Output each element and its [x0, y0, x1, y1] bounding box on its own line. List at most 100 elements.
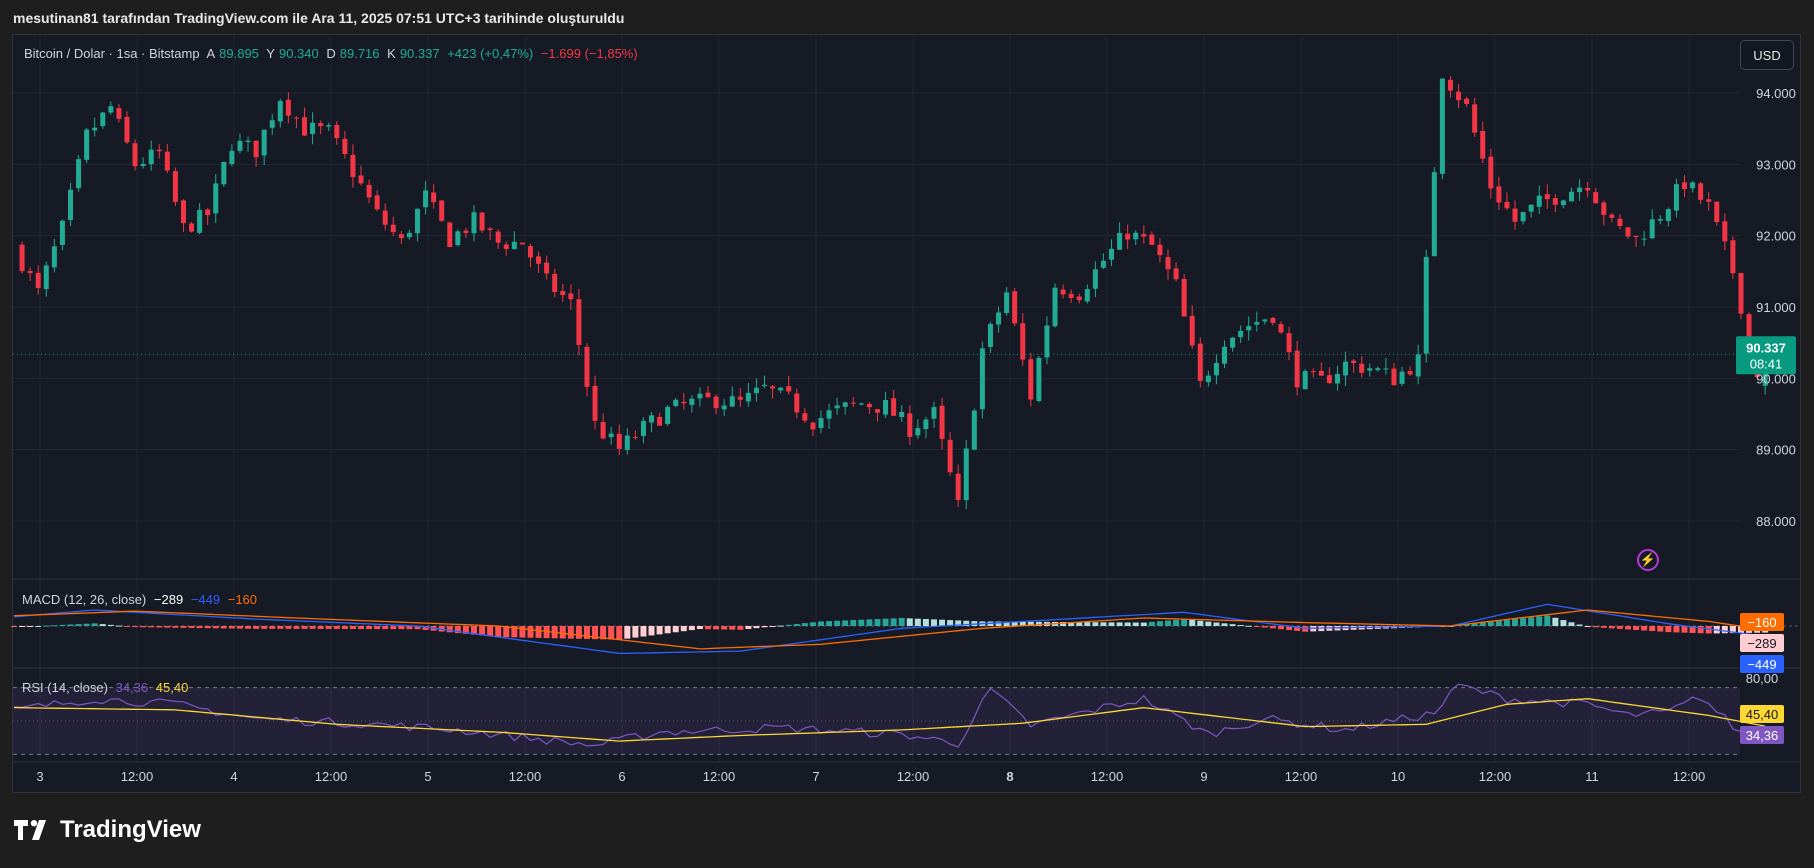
candle-body-26[interactable]	[221, 161, 227, 185]
candle-body-51[interactable]	[423, 190, 429, 208]
candle-body-190[interactable]	[1544, 194, 1550, 200]
macd-label[interactable]: MACD (12, 26, close)	[22, 592, 147, 607]
candle-body-122[interactable]	[996, 312, 1002, 325]
candle-body-130[interactable]	[1060, 289, 1066, 295]
candle-body-192[interactable]	[1560, 200, 1566, 206]
candle-body-134[interactable]	[1092, 269, 1098, 289]
candle-body-10[interactable]	[92, 127, 98, 131]
candle-body-126[interactable]	[1028, 359, 1034, 400]
candle-body-177[interactable]	[1439, 78, 1445, 174]
candle-body-211[interactable]	[1714, 201, 1720, 223]
candle-body-46[interactable]	[382, 210, 388, 225]
rsi-label[interactable]: RSI (14, close)	[22, 680, 108, 695]
candle-body-106[interactable]	[866, 404, 872, 408]
candle-body-110[interactable]	[899, 411, 905, 418]
candle-body-58[interactable]	[479, 212, 485, 231]
candle-body-5[interactable]	[51, 246, 57, 268]
candle-body-120[interactable]	[979, 348, 985, 410]
candle-body-133[interactable]	[1084, 289, 1090, 302]
candle-body-169[interactable]	[1375, 368, 1381, 370]
candle-body-6[interactable]	[59, 220, 65, 245]
candle-body-8[interactable]	[76, 159, 82, 189]
candle-body-18[interactable]	[156, 149, 162, 152]
candle-body-132[interactable]	[1076, 296, 1082, 301]
candle-body-9[interactable]	[84, 129, 90, 160]
candle-body-11[interactable]	[100, 112, 106, 127]
candle-body-210[interactable]	[1706, 199, 1712, 202]
candle-body-41[interactable]	[342, 138, 348, 155]
candle-body-146[interactable]	[1189, 315, 1195, 346]
candle-body-149[interactable]	[1213, 362, 1219, 376]
candle-body-72[interactable]	[592, 385, 598, 421]
candle-body-94[interactable]	[770, 386, 776, 389]
candle-body-50[interactable]	[415, 208, 420, 234]
candle-body-204[interactable]	[1657, 219, 1663, 221]
candle-body-162[interactable]	[1318, 370, 1324, 376]
candle-body-83[interactable]	[681, 401, 687, 404]
candle-body-13[interactable]	[116, 108, 122, 119]
candle-body-104[interactable]	[850, 402, 856, 404]
candle-body-111[interactable]	[907, 413, 913, 437]
candle-body-203[interactable]	[1649, 219, 1655, 239]
candle-body-1[interactable]	[19, 244, 25, 272]
candle-body-33[interactable]	[277, 100, 283, 122]
candle-body-21[interactable]	[180, 200, 186, 224]
candle-body-62[interactable]	[511, 241, 517, 250]
candle-body-148[interactable]	[1205, 375, 1211, 383]
candle-body-160[interactable]	[1302, 371, 1308, 390]
candle-body-163[interactable]	[1326, 375, 1332, 384]
candle-body-43[interactable]	[358, 175, 364, 184]
candle-body-112[interactable]	[915, 428, 921, 436]
candle-body-59[interactable]	[487, 228, 493, 230]
candle-body-178[interactable]	[1447, 79, 1453, 91]
candle-body-139[interactable]	[1133, 232, 1139, 240]
candle-body-135[interactable]	[1100, 260, 1106, 268]
candle-body-136[interactable]	[1109, 248, 1115, 260]
candle-body-131[interactable]	[1068, 293, 1074, 298]
candle-body-214[interactable]	[1738, 272, 1744, 314]
candle-body-140[interactable]	[1141, 234, 1147, 237]
candle-body-152[interactable]	[1238, 330, 1244, 338]
candle-body-24[interactable]	[205, 209, 211, 216]
candle-body-61[interactable]	[503, 244, 509, 249]
candle-body-125[interactable]	[1020, 323, 1026, 360]
candle-body-156[interactable]	[1270, 318, 1276, 323]
candle-body-7[interactable]	[67, 189, 73, 220]
candle-body-49[interactable]	[406, 232, 412, 238]
candle-body-191[interactable]	[1552, 198, 1558, 205]
candle-body-77[interactable]	[632, 436, 638, 438]
candle-body-40[interactable]	[334, 124, 340, 139]
candle-body-95[interactable]	[778, 387, 784, 391]
candle-body-141[interactable]	[1149, 234, 1155, 245]
candle-body-3[interactable]	[35, 272, 41, 289]
candle-body-56[interactable]	[463, 230, 469, 233]
candle-body-124[interactable]	[1012, 291, 1018, 324]
candle-body-65[interactable]	[536, 256, 542, 264]
candle-body-70[interactable]	[576, 299, 582, 345]
candle-body-215[interactable]	[1746, 314, 1752, 339]
candle-body-150[interactable]	[1222, 346, 1227, 364]
candle-body-175[interactable]	[1423, 256, 1429, 354]
candle-body-166[interactable]	[1351, 360, 1357, 364]
candle-body-88[interactable]	[721, 405, 727, 410]
candle-body-53[interactable]	[439, 200, 445, 221]
candle-body-73[interactable]	[600, 421, 606, 439]
candle-body-202[interactable]	[1641, 238, 1647, 240]
candle-body-194[interactable]	[1577, 187, 1583, 193]
lightning-icon[interactable]: ⚡	[1637, 549, 1659, 571]
candle-body-195[interactable]	[1585, 187, 1591, 191]
candle-body-161[interactable]	[1310, 371, 1316, 373]
candle-body-174[interactable]	[1415, 354, 1421, 377]
candle-body-82[interactable]	[673, 399, 679, 406]
candle-body-71[interactable]	[584, 346, 590, 387]
candle-body-99[interactable]	[810, 422, 816, 430]
candle-body-185[interactable]	[1504, 201, 1510, 209]
candle-body-114[interactable]	[931, 407, 937, 419]
candle-body-25[interactable]	[213, 183, 219, 214]
candle-body-96[interactable]	[786, 386, 792, 392]
candle-body-85[interactable]	[697, 393, 703, 399]
candle-body-48[interactable]	[398, 234, 404, 239]
candle-body-23[interactable]	[197, 209, 203, 233]
candle-body-147[interactable]	[1197, 343, 1203, 381]
candle-body-12[interactable]	[108, 106, 114, 113]
